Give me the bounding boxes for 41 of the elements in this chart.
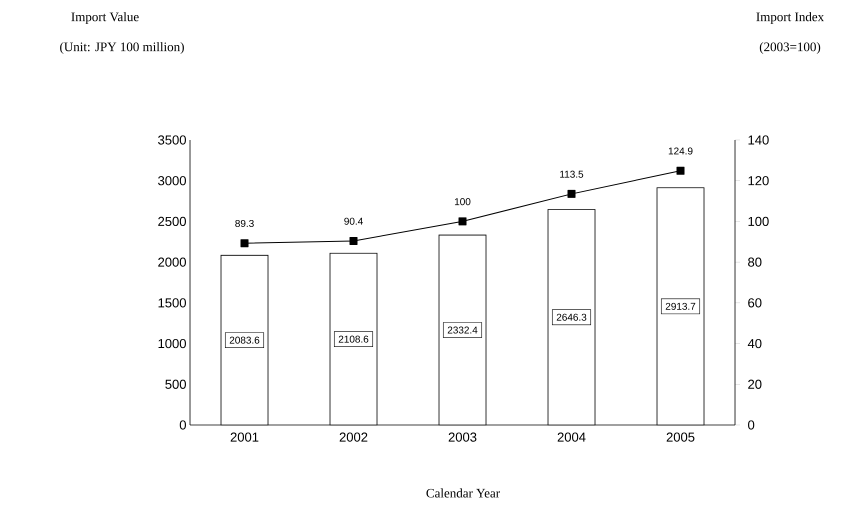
y2-tick-label: 0 <box>748 420 754 430</box>
point <box>458 217 467 226</box>
data-label: 113.5 <box>560 170 584 178</box>
y2-tick-label: 60 <box>748 298 762 308</box>
point <box>568 190 576 198</box>
data-label: 100 <box>454 198 470 206</box>
data-label: 2913.7 <box>666 302 696 310</box>
y-tick-label: 2000 <box>158 258 186 267</box>
point <box>676 166 685 175</box>
x-tick-label: 2001 <box>230 432 258 442</box>
y2-tick-label: 80 <box>748 258 762 267</box>
point <box>240 239 249 248</box>
y2-tick-label: 40 <box>748 338 762 348</box>
y-tick-label: 2500 <box>158 216 186 226</box>
data-label: 2108.6 <box>338 336 368 343</box>
y-tick-label: 500 <box>165 380 186 389</box>
text: Import Value <box>71 12 139 24</box>
y2-tick-label: 120 <box>748 176 769 186</box>
data-label: 89.3 <box>235 220 254 227</box>
y-tick-label: 0 <box>180 420 186 430</box>
text: (2003=100) <box>760 42 820 54</box>
x-tick-label: 2004 <box>558 432 586 442</box>
text: (Unit: JPY 100 million) <box>60 42 184 54</box>
y2-tick-label: 100 <box>748 216 769 226</box>
x-tick-label: 2005 <box>666 432 694 442</box>
y-tick-label: 3000 <box>158 176 186 186</box>
y2-tick-label: 140 <box>748 135 769 145</box>
x-tick-label: 2002 <box>340 432 368 442</box>
x-tick-label: 2003 <box>448 432 476 442</box>
y2-tick-label: 20 <box>748 380 762 389</box>
data-label: 124.9 <box>668 147 693 155</box>
data-label: 2332.4 <box>448 326 478 334</box>
point <box>350 236 358 245</box>
data-label: 2646.3 <box>556 314 586 321</box>
data-label: 90.4 <box>344 218 363 225</box>
y-tick-label: 3500 <box>158 135 186 145</box>
x-axis-title: Calendar Year <box>426 488 500 498</box>
data-label: 2083.6 <box>230 336 260 344</box>
text: Import Index <box>756 12 824 24</box>
y-tick-label: 1000 <box>158 338 186 348</box>
y-tick-label: 1500 <box>158 298 186 308</box>
